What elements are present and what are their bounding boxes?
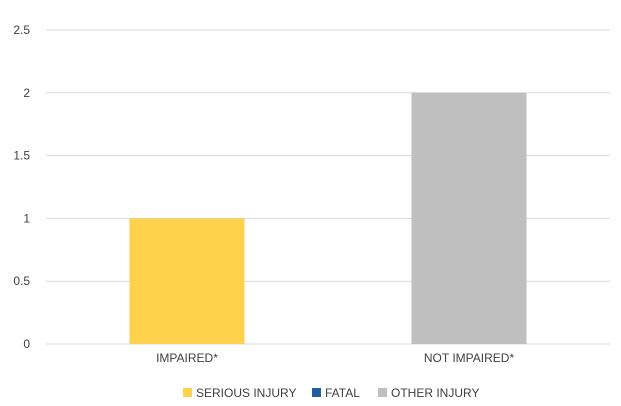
legend-label: FATAL: [325, 386, 360, 400]
x-category-label: IMPAIRED*: [156, 351, 218, 365]
y-tick-label: 1.5: [13, 149, 30, 163]
bars: [129, 92, 527, 344]
y-tick-label: 2.5: [13, 23, 30, 37]
legend-swatch: [378, 388, 387, 397]
legend: SERIOUS INJURY FATAL OTHER INJURY: [183, 386, 479, 400]
y-tick-label: 2: [23, 86, 30, 100]
x-category-label: NOT IMPAIRED*: [424, 351, 515, 365]
y-axis-ticks: 0 0.5 1 1.5 2 2.5: [13, 23, 30, 351]
bar-other-injury-1: [411, 92, 527, 344]
legend-swatch: [183, 388, 192, 397]
y-tick-label: 0.5: [13, 274, 30, 288]
legend-swatch: [312, 388, 321, 397]
y-tick-label: 0: [23, 337, 30, 351]
x-axis-categories: IMPAIRED* NOT IMPAIRED*: [156, 351, 514, 365]
legend-label: OTHER INJURY: [391, 386, 479, 400]
bar-serious-injury-0: [129, 218, 245, 344]
legend-label: SERIOUS INJURY: [196, 386, 296, 400]
y-tick-label: 1: [23, 211, 30, 225]
